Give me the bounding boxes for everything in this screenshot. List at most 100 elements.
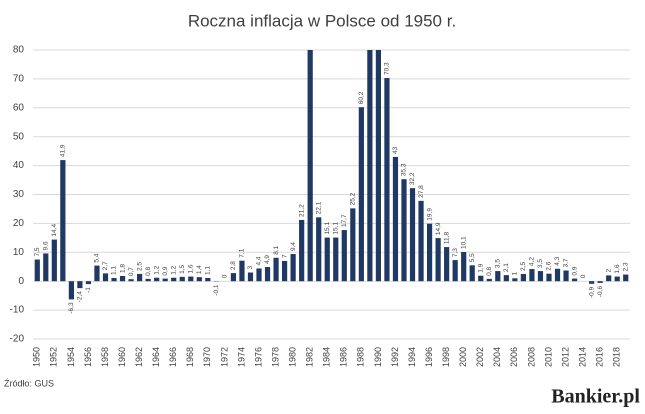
bar xyxy=(111,278,117,282)
data-label: 5,4 xyxy=(94,253,101,262)
data-label: 25,2 xyxy=(350,192,357,205)
bar xyxy=(77,281,83,289)
data-label: 7 xyxy=(281,254,288,258)
bar xyxy=(290,254,296,282)
x-tick-label: 1984 xyxy=(322,347,332,367)
data-label: -1 xyxy=(85,287,92,293)
x-tick-label: 1988 xyxy=(356,347,366,367)
bar xyxy=(68,281,74,300)
data-label: 3,7 xyxy=(563,258,570,267)
bar xyxy=(392,156,399,282)
y-tick-label: 50 xyxy=(13,131,25,142)
bar xyxy=(51,239,57,282)
data-label: 21,2 xyxy=(298,204,305,217)
bar xyxy=(350,208,356,282)
data-label: 0 xyxy=(222,274,229,278)
bar xyxy=(230,273,237,282)
y-tick-label: 40 xyxy=(13,160,25,171)
data-label: 14,4 xyxy=(51,224,58,237)
data-label: 1,1 xyxy=(205,266,212,275)
bar xyxy=(478,275,484,282)
data-label: 7,1 xyxy=(239,248,246,257)
brand-logo: Bankier.pl xyxy=(551,386,640,408)
x-tick-label: 2002 xyxy=(475,347,485,367)
data-label: 4,4 xyxy=(256,256,263,265)
x-tick-label: 2018 xyxy=(612,347,622,367)
data-label: 2,8 xyxy=(230,261,237,270)
bar xyxy=(333,237,339,282)
data-label: 3,5 xyxy=(495,259,502,268)
bar xyxy=(43,253,49,282)
bar xyxy=(94,265,100,282)
data-label: 2,5 xyxy=(520,262,527,271)
bar xyxy=(606,275,612,282)
y-tick-label: 0 xyxy=(18,276,24,287)
bar xyxy=(137,273,143,282)
chart-title: Roczna inflacja w Polsce od 1950 r. xyxy=(188,11,456,30)
bar xyxy=(435,238,441,282)
data-label: 43 xyxy=(392,146,399,154)
bar xyxy=(537,271,544,282)
data-label: 1,4 xyxy=(196,265,203,274)
data-label: 15,1 xyxy=(324,222,331,235)
bar xyxy=(307,50,313,282)
x-tick-label: 1964 xyxy=(151,347,161,367)
data-label: 1,2 xyxy=(153,265,160,274)
x-tick-label: 1994 xyxy=(407,347,417,367)
x-tick-label: 1962 xyxy=(134,347,144,367)
data-label: 70,3 xyxy=(384,62,391,75)
data-label: 1,6 xyxy=(187,264,194,273)
data-label: 10,1 xyxy=(460,236,467,249)
x-tick-label: 1972 xyxy=(219,347,229,367)
x-tick-label: 1980 xyxy=(287,347,297,367)
bar xyxy=(162,278,168,282)
data-label: 1,1 xyxy=(111,266,118,275)
x-tick-label: 1998 xyxy=(441,347,451,367)
data-label: 0 xyxy=(580,274,587,278)
bar xyxy=(571,278,578,282)
data-label: 2,7 xyxy=(102,261,109,270)
x-tick-label: 1992 xyxy=(390,347,400,367)
x-tick-label: 1968 xyxy=(185,347,195,367)
y-tick-label: 20 xyxy=(13,218,25,229)
bar xyxy=(299,219,305,282)
data-label: 14,9 xyxy=(435,222,442,235)
data-label: 0,8 xyxy=(145,266,152,275)
data-label: 35,3 xyxy=(401,163,408,176)
bar xyxy=(102,273,109,282)
bar xyxy=(188,276,194,282)
x-tick-label: 1966 xyxy=(168,347,178,367)
x-tick-label: 2012 xyxy=(560,347,570,367)
bar xyxy=(623,274,629,282)
data-label: 5,5 xyxy=(469,253,476,262)
bar xyxy=(426,223,433,282)
y-tick-label: 70 xyxy=(13,74,25,85)
x-tick-label: 1950 xyxy=(32,347,42,367)
data-label: -2,4 xyxy=(77,291,84,303)
bar xyxy=(512,278,518,282)
x-tick-label: 1982 xyxy=(305,347,315,367)
bar xyxy=(418,200,424,282)
bar xyxy=(563,270,569,282)
bar xyxy=(358,107,364,282)
bar xyxy=(247,272,254,282)
bar xyxy=(409,188,416,282)
data-label: 11,8 xyxy=(443,232,450,245)
bar xyxy=(316,217,322,282)
data-label: 1 xyxy=(512,271,519,275)
x-tick-label: 1956 xyxy=(83,347,93,367)
data-label: 0,7 xyxy=(128,267,135,276)
x-tick-label: 1976 xyxy=(253,347,263,367)
bar xyxy=(469,265,475,282)
bar xyxy=(239,260,245,282)
data-label: 9,6 xyxy=(43,241,50,250)
data-label: -0,1 xyxy=(213,284,220,296)
data-label: 22,1 xyxy=(315,201,322,214)
data-label: 27,8 xyxy=(418,185,425,198)
x-tick-label: 2006 xyxy=(509,347,519,367)
y-tick-label: 30 xyxy=(13,189,25,200)
bar xyxy=(128,279,134,282)
bar xyxy=(614,276,620,282)
bar xyxy=(546,273,552,282)
data-label: 4,9 xyxy=(264,255,271,264)
